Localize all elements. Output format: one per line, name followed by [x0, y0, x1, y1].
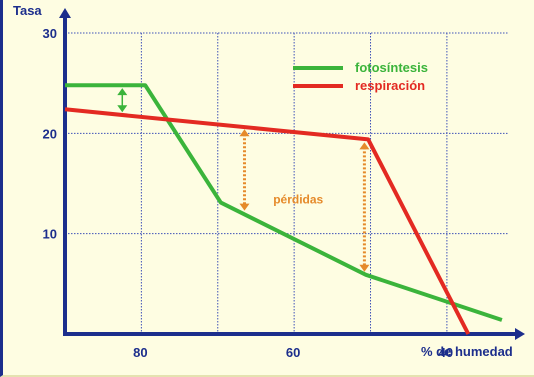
y-tick-label: 10 — [43, 227, 57, 242]
annotation-perdidas: pérdidas — [273, 193, 323, 207]
series-line-fotosintesis — [65, 83, 503, 322]
legend: fotosíntesis respiración — [293, 60, 428, 93]
arrowhead-up — [239, 129, 250, 137]
arrowhead-down — [359, 264, 370, 272]
x-axis-arrow — [515, 328, 525, 340]
arrowhead-up — [359, 142, 370, 150]
legend-label: fotosíntesis — [355, 60, 428, 75]
axes — [59, 8, 525, 340]
arrowhead-up — [117, 88, 128, 96]
series-lines — [64, 83, 503, 335]
tick-labels: 10 20 30 80 60 40 — [43, 26, 454, 360]
x-axis-title: % de humedad — [421, 344, 513, 359]
x-tick-label: 60 — [286, 345, 300, 360]
x-tick-label: 80 — [133, 345, 147, 360]
arrowhead-down — [239, 203, 250, 211]
y-axis-arrow — [59, 8, 71, 18]
annotations: pérdidas — [273, 193, 323, 207]
series-line-respiracion — [64, 107, 471, 335]
x-tick-label: 40 — [439, 345, 453, 360]
chart: 10 20 30 80 60 40 fotosíntesis respiración pér… — [13, 3, 525, 360]
legend-label: respiración — [355, 78, 425, 93]
arrowhead-down — [117, 105, 128, 113]
grid — [65, 32, 508, 334]
difference-markers — [117, 88, 370, 272]
y-tick-label: 30 — [43, 26, 57, 41]
y-tick-label: 20 — [43, 126, 57, 141]
y-axis-title: Tasa — [13, 3, 42, 18]
